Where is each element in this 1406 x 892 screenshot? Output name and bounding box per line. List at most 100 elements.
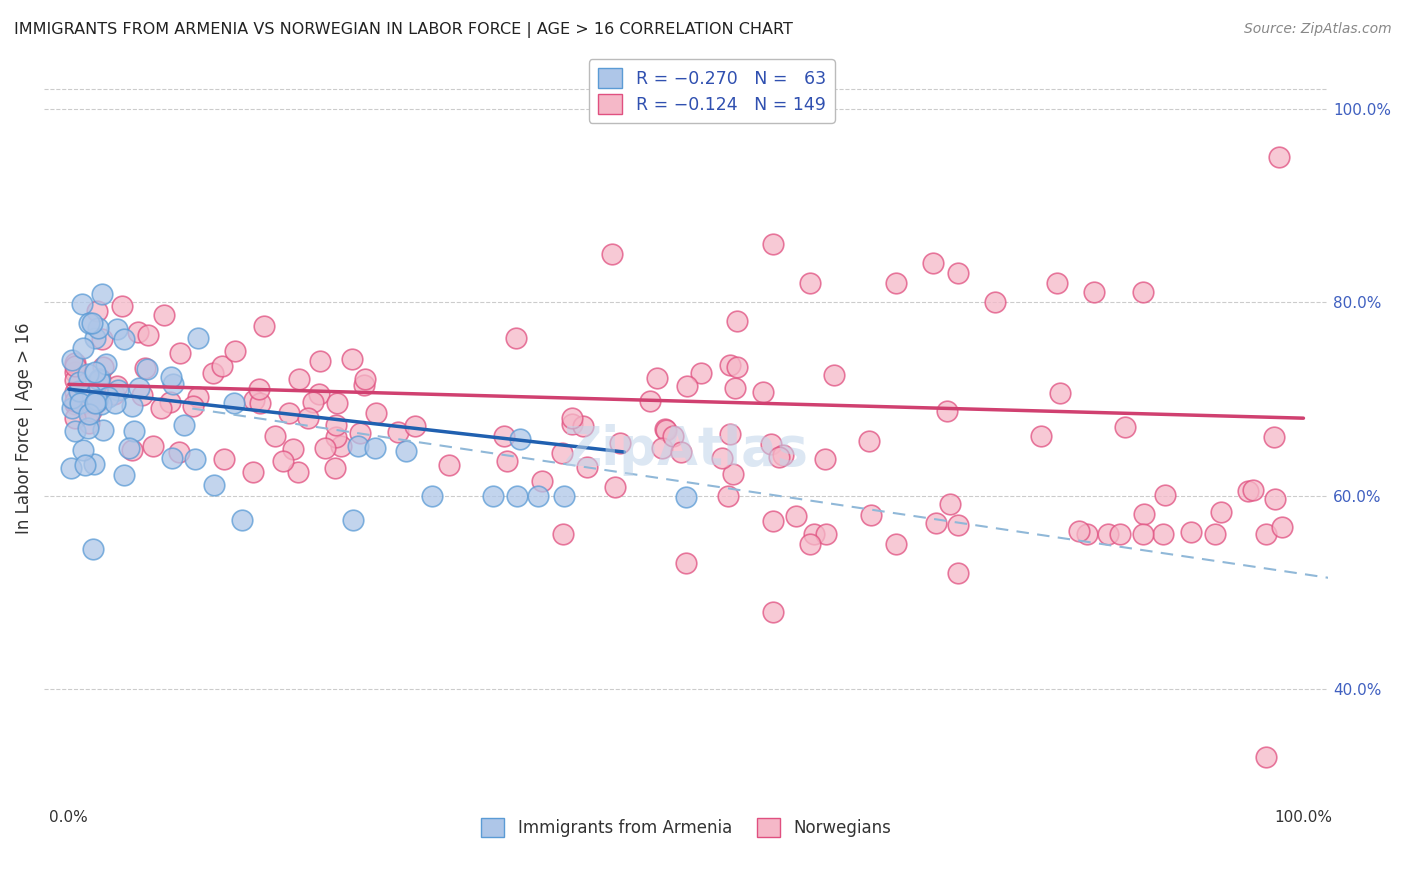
Point (63, 385, 86, 400)
Point (815, 527, 838, 541)
Point (496, 454, 519, 468)
Point (271, 453, 294, 467)
Point (60, 392, 83, 406)
Point (405, 419, 427, 434)
Point (121, 399, 143, 413)
Point (799, 537, 821, 551)
Point (169, 346, 191, 360)
Point (202, 478, 225, 492)
Point (527, 489, 550, 503)
Y-axis label: In Labor Force | Age > 16: In Labor Force | Age > 16 (15, 322, 32, 533)
Point (63, 411, 86, 425)
Point (83, 331, 105, 345)
Point (1045, 276, 1067, 290)
Point (131, 388, 153, 402)
Point (1109, 527, 1132, 541)
Point (297, 410, 319, 425)
Point (1153, 488, 1175, 502)
Point (162, 451, 184, 466)
Point (609, 435, 631, 450)
Point (1241, 483, 1264, 498)
Point (107, 384, 129, 398)
Point (575, 460, 598, 475)
Point (884, 537, 907, 551)
Point (77, 407, 100, 421)
Point (1083, 285, 1105, 300)
Point (91, 423, 114, 437)
Point (946, 566, 969, 580)
Point (946, 517, 969, 532)
Point (103, 387, 125, 401)
Point (242, 465, 264, 479)
Point (63, 373, 86, 387)
Point (922, 256, 945, 270)
Point (759, 437, 782, 451)
Point (105, 379, 128, 393)
Point (86, 392, 108, 407)
Point (79, 387, 101, 401)
Point (654, 422, 676, 436)
Point (935, 403, 957, 417)
Point (1264, 491, 1286, 506)
Point (353, 378, 375, 392)
Point (89, 371, 111, 385)
Point (309, 353, 332, 368)
Point (325, 430, 347, 444)
Point (561, 410, 583, 425)
Point (288, 372, 311, 386)
Point (437, 458, 460, 473)
Point (142, 439, 165, 453)
Point (1271, 520, 1294, 534)
Point (77, 417, 100, 431)
Point (150, 401, 173, 416)
Point (1067, 524, 1090, 538)
Point (1237, 484, 1260, 499)
Point (323, 461, 346, 475)
Point (946, 266, 969, 280)
Point (1114, 420, 1136, 434)
Point (494, 429, 516, 443)
Point (201, 366, 224, 380)
Point (561, 417, 583, 431)
Point (77, 316, 100, 330)
Point (1180, 524, 1202, 539)
Point (173, 417, 195, 432)
Point (721, 467, 744, 481)
Point (264, 429, 287, 443)
Point (675, 491, 697, 505)
Point (97, 390, 120, 404)
Point (530, 474, 553, 488)
Point (1211, 505, 1233, 519)
Point (551, 445, 574, 459)
Point (87, 393, 110, 408)
Point (603, 480, 626, 494)
Point (364, 442, 387, 456)
Point (1076, 527, 1098, 541)
Point (858, 434, 880, 448)
Point (506, 489, 529, 503)
Point (247, 382, 270, 396)
Point (63, 355, 86, 369)
Point (90, 397, 112, 411)
Text: Source: ZipAtlas.com: Source: ZipAtlas.com (1244, 22, 1392, 37)
Point (105, 322, 128, 336)
Point (287, 465, 309, 479)
Point (63, 397, 86, 411)
Point (152, 308, 174, 322)
Point (222, 395, 245, 409)
Point (231, 513, 253, 527)
Point (67, 375, 90, 389)
Point (1256, 749, 1278, 764)
Point (86, 303, 108, 318)
Point (422, 489, 444, 503)
Point (1097, 527, 1119, 541)
Point (768, 450, 790, 465)
Point (110, 300, 132, 314)
Point (330, 439, 353, 453)
Point (162, 377, 184, 392)
Point (83, 365, 105, 379)
Point (651, 441, 673, 455)
Point (184, 452, 207, 467)
Point (509, 432, 531, 446)
Point (326, 396, 349, 410)
